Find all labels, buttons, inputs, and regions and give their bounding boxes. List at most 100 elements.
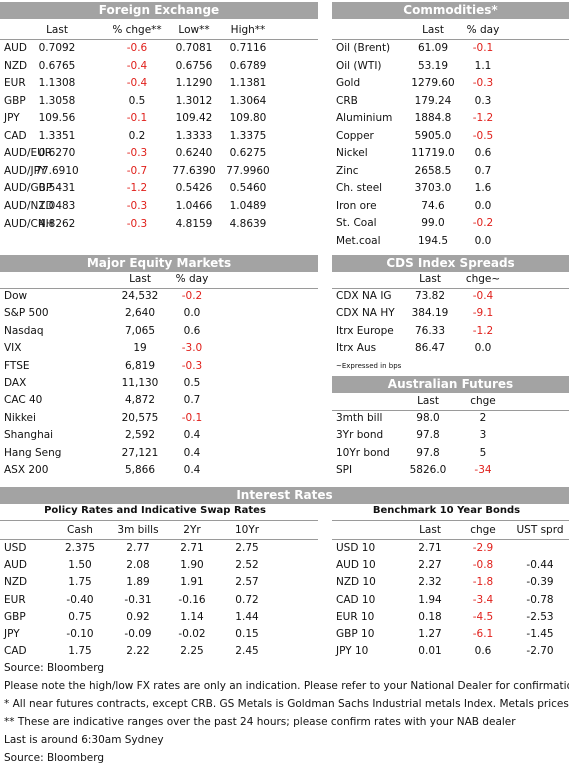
cell-value: 1.91 xyxy=(180,576,204,589)
rule xyxy=(0,539,318,540)
table-subtitle: Benchmark 10 Year Bonds xyxy=(372,505,521,516)
cell-value: 97.8 xyxy=(416,429,440,442)
column-header: Last xyxy=(129,273,151,285)
cell-value: -34 xyxy=(474,464,492,477)
cell-value: -0.09 xyxy=(124,628,152,640)
cell-value: 2.08 xyxy=(126,559,150,572)
cell-value: 2658.5 xyxy=(414,164,452,177)
cell-value: -0.3 xyxy=(126,217,148,230)
column-header: % day xyxy=(175,273,209,285)
cell-value: -0.3 xyxy=(181,359,203,372)
cell-value: 1.94 xyxy=(418,593,442,606)
cell-value: 0.7 xyxy=(183,394,201,407)
cell-value: 11,130 xyxy=(121,377,159,389)
cell-value: 0.5431 xyxy=(38,182,76,195)
cell-value: 4.8639 xyxy=(229,217,267,230)
cell-value: 1.3351 xyxy=(38,129,76,142)
section-header: Interest Rates xyxy=(0,487,569,504)
row-label: EUR 10 xyxy=(336,610,375,623)
cell-value: -0.4 xyxy=(126,59,148,72)
row-label: 3Yr bond xyxy=(336,429,384,442)
table-note: ~Expressed in bps xyxy=(336,362,402,370)
cell-value: -2.53 xyxy=(526,610,554,623)
cell-value: 5 xyxy=(479,446,487,459)
column-header: Low** xyxy=(178,24,210,36)
cell-value: 2.71 xyxy=(418,542,442,554)
row-label: AUD xyxy=(4,42,27,54)
cell-value: 0.6240 xyxy=(175,147,213,160)
row-label: NZD xyxy=(4,59,28,72)
cell-value: 2.45 xyxy=(235,645,259,658)
cell-value: 0.7 xyxy=(474,164,492,177)
cell-value: 2 xyxy=(479,412,487,424)
row-label: S&P 500 xyxy=(4,307,49,320)
cell-value: 0.18 xyxy=(418,610,442,623)
cell-value: -0.1 xyxy=(181,411,203,424)
row-label: Ch. steel xyxy=(336,182,383,194)
cell-value: -0.4 xyxy=(472,290,494,302)
cell-value: 0.6 xyxy=(183,324,201,337)
cell-value: 2.52 xyxy=(235,559,259,572)
cell-value: 27,121 xyxy=(121,446,159,459)
cell-value: 1.44 xyxy=(235,610,259,623)
row-label: Copper xyxy=(336,129,374,142)
cell-value: 0.72 xyxy=(235,593,259,606)
cell-value: 1.90 xyxy=(180,559,204,572)
cell-value: 0.6765 xyxy=(38,59,76,72)
cell-value: -1.2 xyxy=(472,112,494,124)
cell-value: 0.5 xyxy=(183,377,201,389)
cell-value: 179.24 xyxy=(414,94,452,107)
cell-value: -0.40 xyxy=(66,593,94,606)
cell-value: 2.75 xyxy=(235,542,259,554)
cell-value: -0.8 xyxy=(472,559,494,572)
column-header: Last xyxy=(419,273,441,285)
cell-value: 1.75 xyxy=(68,576,92,589)
cell-value: 0.75 xyxy=(68,610,92,623)
row-label: CAD 10 xyxy=(336,593,376,606)
cell-value: 2.375 xyxy=(64,542,96,554)
column-header: % day xyxy=(466,24,500,36)
cell-value: 98.0 xyxy=(416,412,440,424)
cell-value: -1.8 xyxy=(472,576,494,589)
cell-value: 0.7081 xyxy=(175,42,213,54)
row-label: AUD xyxy=(4,559,27,572)
rule xyxy=(0,39,318,40)
footer-line: * All near futures contracts, except CRB… xyxy=(4,698,569,710)
cell-value: 11719.0 xyxy=(411,147,455,159)
cell-value: -0.31 xyxy=(124,593,152,606)
cell-value: 1.50 xyxy=(68,559,92,572)
section-header: Commodities* xyxy=(332,2,569,19)
column-header: % chge** xyxy=(112,24,162,36)
column-header: Last xyxy=(46,24,68,36)
column-header: chge~ xyxy=(465,273,501,285)
cell-value: 5905.0 xyxy=(414,129,452,142)
cell-value: -3.0 xyxy=(181,342,203,355)
row-label: USD xyxy=(4,542,27,554)
cell-value: 0.6756 xyxy=(175,59,213,72)
row-label: Met.coal xyxy=(336,234,381,247)
table-subtitle: Policy Rates and Indicative Swap Rates xyxy=(44,505,266,516)
cell-value: 1.0489 xyxy=(229,199,267,212)
cell-value: 0.7116 xyxy=(229,42,267,54)
cell-value: 1.1 xyxy=(474,59,492,72)
cell-value: 86.47 xyxy=(414,342,446,355)
cell-value: 0.6789 xyxy=(229,59,267,72)
column-header: 10Yr xyxy=(234,524,260,536)
row-label: Iron ore xyxy=(336,199,377,212)
cell-value: 0.15 xyxy=(235,628,259,640)
cell-value: 194.5 xyxy=(417,234,449,247)
column-header: Last xyxy=(422,24,444,36)
column-header: 3m bills xyxy=(117,524,159,536)
rule xyxy=(332,520,569,521)
row-label: AUD/CNH xyxy=(4,217,54,230)
cell-value: 2.25 xyxy=(180,645,204,658)
row-label: Itrx Europe xyxy=(336,324,394,337)
cell-value: 0.92 xyxy=(126,610,150,623)
row-label: 3mth bill xyxy=(336,412,383,424)
row-label: USD 10 xyxy=(336,542,376,554)
row-label: Zinc xyxy=(336,164,359,177)
cell-value: 4.8159 xyxy=(175,217,213,230)
row-label: JPY xyxy=(4,112,20,125)
cell-value: 76.33 xyxy=(414,324,446,337)
